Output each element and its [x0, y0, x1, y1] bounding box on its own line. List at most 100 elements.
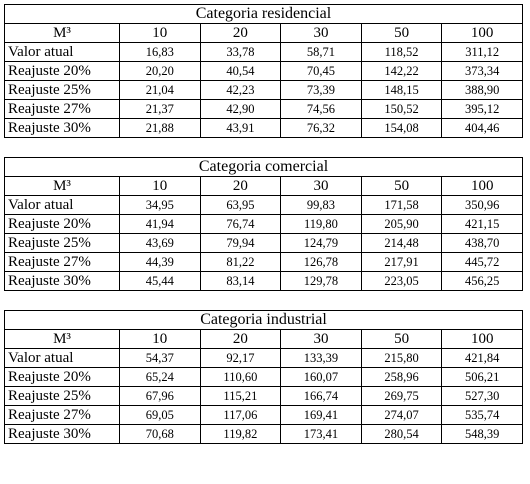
table-row: Reajuste 30% 21,88 43,91 76,32 154,08 40…	[4, 118, 523, 138]
table-row: Reajuste 30% 70,68 119,82 173,41 280,54 …	[4, 424, 524, 444]
table-cell: 223,05	[360, 271, 443, 291]
table-cell: 21,37	[119, 99, 201, 119]
table-cell: 124,79	[280, 233, 362, 253]
table-cell: 148,15	[360, 80, 443, 100]
table-cell: 69,05	[119, 405, 201, 425]
table-cell: 81,22	[199, 252, 282, 272]
table-row: Reajuste 27% 69,05 117,06 169,41 274,07 …	[4, 405, 524, 425]
table-cell: 65,24	[119, 367, 201, 387]
table-cell: 43,91	[199, 118, 282, 138]
table-cell: 43,69	[119, 233, 201, 253]
table-title: Categoria industrial	[3, 310, 524, 330]
row-label: Valor atual	[4, 348, 120, 368]
column-header: 50	[360, 329, 443, 349]
table-cell: 79,94	[199, 233, 282, 253]
table-cell: 16,83	[119, 42, 201, 62]
table-title: Categoria residencial	[4, 4, 523, 24]
table-cell: 173,41	[280, 424, 362, 444]
column-header: 100	[441, 329, 524, 349]
row-label: Valor atual	[4, 195, 120, 215]
table-cell: 76,74	[199, 214, 282, 234]
column-header: 20	[199, 176, 282, 196]
row-label: Reajuste 30%	[4, 118, 120, 138]
table-cell: 119,82	[199, 424, 282, 444]
column-header: 50	[360, 176, 443, 196]
row-label: Reajuste 20%	[4, 214, 120, 234]
table-cell: 269,75	[360, 386, 443, 406]
table-cell: 110,60	[199, 367, 282, 387]
column-header: 100	[441, 176, 524, 196]
table-cell: 217,91	[360, 252, 443, 272]
table-cell: 527,30	[441, 386, 524, 406]
table-cell: 54,37	[119, 348, 201, 368]
table-cell: 40,54	[199, 61, 282, 81]
table-row: Reajuste 25% 43,69 79,94 124,79 214,48 4…	[4, 233, 524, 253]
table-cell: 171,58	[360, 195, 443, 215]
table-row: Valor atual 16,83 33,78 58,71 118,52 311…	[4, 42, 523, 62]
table-cell: 20,20	[119, 61, 201, 81]
table-row: Reajuste 20% 20,20 40,54 70,45 142,22 37…	[4, 61, 523, 81]
table-cell: 274,07	[360, 405, 443, 425]
column-header: M³	[4, 176, 120, 196]
row-label: Reajuste 27%	[4, 405, 120, 425]
table-cell: 117,06	[199, 405, 282, 425]
table-cell: 118,52	[360, 42, 443, 62]
table-row: Reajuste 20% 65,24 110,60 160,07 258,96 …	[4, 367, 524, 387]
table-cell: 150,52	[360, 99, 443, 119]
table-cell: 311,12	[441, 42, 523, 62]
table-cell: 33,78	[199, 42, 282, 62]
column-header: 30	[280, 176, 362, 196]
table-cell: 45,44	[119, 271, 201, 291]
table-cell: 74,56	[280, 99, 362, 119]
column-header: 100	[441, 23, 523, 43]
row-label: Reajuste 25%	[4, 80, 120, 100]
header-row: M³ 10 20 30 50 100	[4, 329, 524, 349]
row-label: Reajuste 20%	[4, 61, 120, 81]
table-row: Reajuste 25% 21,04 42,23 73,39 148,15 38…	[4, 80, 523, 100]
residential-table: Categoria residencial M³ 10 20 30 50 100…	[4, 4, 523, 138]
table-cell: 421,84	[441, 348, 524, 368]
row-label: Reajuste 30%	[4, 271, 120, 291]
table-cell: 154,08	[360, 118, 443, 138]
table-cell: 44,39	[119, 252, 201, 272]
industrial-table: Categoria industrial M³ 10 20 30 50 100 …	[3, 310, 524, 444]
table-cell: 92,17	[199, 348, 282, 368]
table-cell: 58,71	[280, 42, 362, 62]
table-cell: 373,34	[441, 61, 523, 81]
header-row: M³ 10 20 30 50 100	[4, 23, 523, 43]
table-cell: 421,15	[441, 214, 524, 234]
row-label: Reajuste 27%	[4, 99, 120, 119]
table-cell: 205,90	[360, 214, 443, 234]
table-row: Reajuste 27% 21,37 42,90 74,56 150,52 39…	[4, 99, 523, 119]
row-label: Reajuste 20%	[4, 367, 120, 387]
table-cell: 535,74	[441, 405, 524, 425]
table-cell: 76,32	[280, 118, 362, 138]
table-title: Categoria comercial	[3, 157, 524, 177]
commercial-table: Categoria comercial M³ 10 20 30 50 100 V…	[3, 157, 524, 291]
table-row: Reajuste 20% 41,94 76,74 119,80 205,90 4…	[4, 214, 524, 234]
table-cell: 506,21	[441, 367, 524, 387]
table-cell: 388,90	[441, 80, 523, 100]
table-cell: 133,39	[280, 348, 362, 368]
table-cell: 70,68	[119, 424, 201, 444]
table-row: Reajuste 30% 45,44 83,14 129,78 223,05 4…	[4, 271, 524, 291]
table-cell: 41,94	[119, 214, 201, 234]
table-cell: 99,83	[280, 195, 362, 215]
table-cell: 445,72	[441, 252, 524, 272]
table-cell: 21,88	[119, 118, 201, 138]
column-header: 20	[199, 23, 282, 43]
column-header: 30	[280, 329, 362, 349]
column-header: 20	[199, 329, 282, 349]
table-cell: 160,07	[280, 367, 362, 387]
row-label: Reajuste 27%	[4, 252, 120, 272]
table-cell: 129,78	[280, 271, 362, 291]
column-header: M³	[4, 23, 120, 43]
table-cell: 404,46	[441, 118, 523, 138]
row-label: Reajuste 25%	[4, 233, 120, 253]
table-cell: 215,80	[360, 348, 443, 368]
column-header: 50	[360, 23, 443, 43]
table-cell: 67,96	[119, 386, 201, 406]
table-cell: 142,22	[360, 61, 443, 81]
table-cell: 34,95	[119, 195, 201, 215]
table-cell: 126,78	[280, 252, 362, 272]
